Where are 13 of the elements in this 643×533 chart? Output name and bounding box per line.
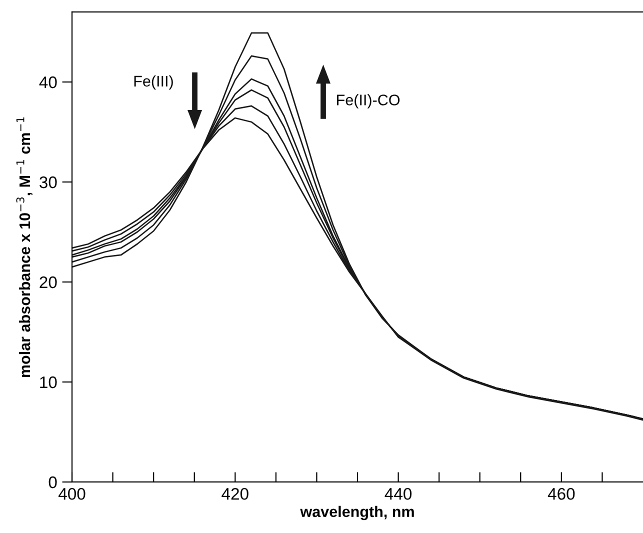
y-tick-label: 20	[40, 276, 57, 288]
annotation: Fe(III)	[134, 75, 173, 90]
x-tick-label: 420	[222, 488, 248, 500]
x-tick-label: 460	[548, 488, 575, 500]
y-tick-label: 40	[39, 76, 57, 88]
y-axis-title: molar absorbance x 10$^{−3}$, M$^{−1}$ cm$^{−1}$	[16, 117, 32, 378]
y-tick-label: 30	[40, 176, 57, 188]
annotation: Fe(II)-CO	[337, 94, 400, 108]
y-tick-label: 10	[40, 376, 57, 388]
y-tick-label: 0	[48, 476, 57, 488]
x-axis-title: wavelength, nm	[300, 506, 414, 520]
x-tick-label: 440	[384, 488, 412, 500]
x-tick-label: 400	[58, 488, 86, 500]
